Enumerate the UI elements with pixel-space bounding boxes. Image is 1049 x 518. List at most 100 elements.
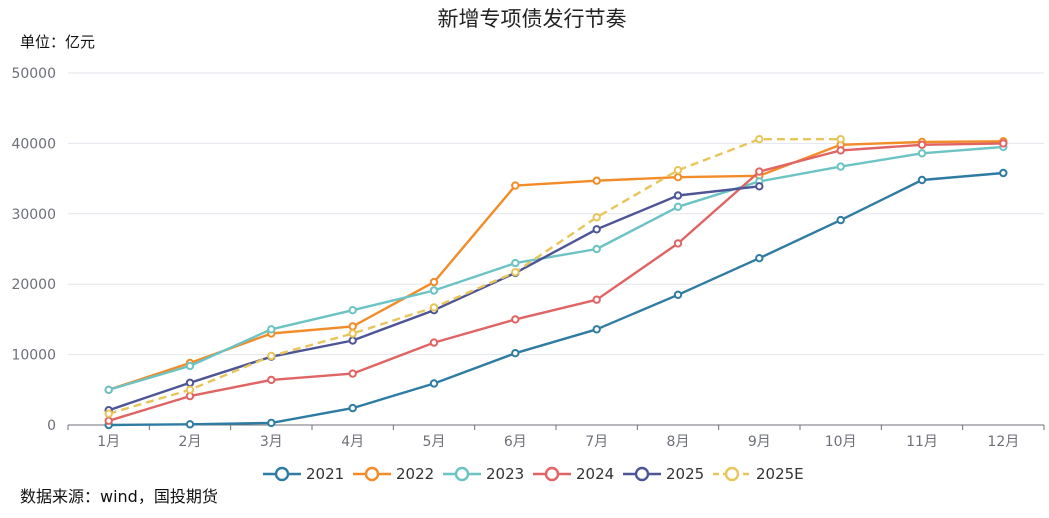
x-axis: 1月 2月 3月 4月 5月 6月 7月 8月 9月 10月 11月 12月 bbox=[67, 424, 1045, 450]
data-point-2022 bbox=[348, 322, 357, 331]
series-line-2024 bbox=[108, 142, 1004, 422]
data-point-2024 bbox=[673, 239, 683, 248]
data-point-2025E bbox=[348, 329, 357, 338]
data-point-2021 bbox=[836, 215, 845, 225]
legend-marker-icon bbox=[364, 466, 380, 482]
x-tick-label: 6月 bbox=[504, 434, 527, 450]
data-point-2022 bbox=[673, 173, 683, 182]
data-point-2025E bbox=[104, 409, 113, 418]
data-point-2025E bbox=[673, 166, 683, 175]
series-2021 bbox=[104, 168, 1008, 430]
legend-item-2021[interactable]: 2021 bbox=[263, 465, 344, 483]
series-layer bbox=[104, 135, 1008, 430]
legend-marker-icon bbox=[724, 466, 740, 482]
x-tick-label: 8月 bbox=[667, 434, 690, 450]
y-tick-label: 10000 bbox=[11, 348, 56, 364]
chart-title: 新增专项债发行节奏 bbox=[438, 7, 627, 31]
data-point-2022 bbox=[511, 181, 520, 190]
y-tick-label: 40000 bbox=[11, 136, 56, 152]
data-point-2023 bbox=[673, 202, 683, 212]
x-tick-label: 10月 bbox=[825, 434, 857, 450]
data-point-2021 bbox=[429, 379, 439, 388]
data-point-2024 bbox=[104, 416, 113, 425]
legend-marker-icon bbox=[274, 466, 290, 482]
x-tick-label: 11月 bbox=[906, 434, 938, 450]
data-point-2023 bbox=[917, 149, 927, 158]
x-tick-label: 7月 bbox=[585, 434, 608, 450]
data-point-2021 bbox=[592, 325, 601, 334]
data-point-2024 bbox=[267, 375, 276, 385]
legend-label: 2025E bbox=[756, 465, 804, 483]
data-point-2025E bbox=[429, 303, 439, 312]
data-point-2021 bbox=[999, 168, 1008, 178]
legend-marker-icon bbox=[454, 466, 470, 482]
data-point-2024 bbox=[836, 146, 845, 155]
y-axis: 0 10000 20000 30000 40000 50000 bbox=[11, 66, 56, 434]
data-point-2023 bbox=[836, 162, 845, 171]
data-point-2024 bbox=[999, 139, 1008, 148]
data-point-2021 bbox=[348, 403, 357, 413]
data-point-2023 bbox=[185, 361, 195, 371]
data-point-2025E bbox=[511, 268, 520, 277]
legend-marker-icon bbox=[634, 466, 650, 482]
x-tick-label: 3月 bbox=[260, 434, 283, 450]
legend-label: 2021 bbox=[306, 465, 344, 483]
data-point-2022 bbox=[429, 277, 439, 287]
y-tick-label: 20000 bbox=[11, 277, 56, 293]
series-line-2025E bbox=[108, 137, 841, 415]
data-point-2023 bbox=[104, 385, 113, 394]
data-point-2025 bbox=[592, 225, 601, 234]
series-2025 bbox=[104, 182, 764, 415]
legend-marker-icon bbox=[544, 466, 560, 482]
legend-label: 2024 bbox=[576, 465, 614, 483]
data-point-2021 bbox=[511, 349, 520, 358]
data-point-2023 bbox=[592, 244, 601, 254]
legend-label: 2023 bbox=[486, 465, 524, 483]
data-point-2024 bbox=[511, 315, 520, 324]
y-tick-label: 30000 bbox=[11, 207, 56, 223]
grid-layer bbox=[68, 72, 1044, 356]
legend-item-2024[interactable]: 2024 bbox=[533, 465, 614, 483]
x-tick-label: 4月 bbox=[341, 434, 364, 450]
data-point-2025 bbox=[673, 191, 683, 200]
data-point-2025 bbox=[348, 336, 357, 345]
data-point-2023 bbox=[348, 306, 357, 315]
y-tick-label: 50000 bbox=[11, 66, 56, 82]
data-point-2024 bbox=[755, 167, 764, 176]
legend-item-2025[interactable]: 2025 bbox=[623, 465, 704, 483]
x-tick-label: 5月 bbox=[423, 434, 446, 450]
series-2025E bbox=[104, 135, 845, 418]
data-point-2021 bbox=[267, 418, 276, 428]
data-point-2024 bbox=[917, 140, 927, 150]
data-point-2021 bbox=[917, 175, 927, 185]
x-tick-label: 2月 bbox=[179, 434, 202, 450]
data-point-2024 bbox=[348, 369, 357, 378]
data-point-2025 bbox=[185, 378, 195, 387]
data-point-2021 bbox=[755, 254, 764, 263]
data-point-2024 bbox=[592, 295, 601, 304]
legend: 2021 2022 2023 2024 2025 2025E bbox=[263, 465, 804, 483]
legend-item-2023[interactable]: 2023 bbox=[443, 465, 524, 483]
legend-label: 2022 bbox=[396, 465, 434, 483]
unit-label: 单位：亿元 bbox=[20, 33, 95, 51]
series-line-2022 bbox=[108, 140, 1004, 391]
data-point-2021 bbox=[185, 420, 195, 429]
data-point-2021 bbox=[673, 290, 683, 299]
x-tick-label: 12月 bbox=[987, 434, 1019, 450]
data-point-2023 bbox=[511, 258, 520, 268]
legend-item-2022[interactable]: 2022 bbox=[353, 465, 434, 483]
data-point-2025E bbox=[267, 351, 276, 361]
data-point-2025E bbox=[836, 135, 845, 144]
x-tick-label: 9月 bbox=[748, 434, 771, 450]
series-line-2025 bbox=[108, 185, 760, 412]
legend-item-2025E[interactable]: 2025E bbox=[713, 465, 804, 483]
data-point-2024 bbox=[429, 338, 439, 347]
data-point-2025E bbox=[755, 135, 764, 144]
data-point-2025E bbox=[185, 385, 195, 394]
x-tick-label: 1月 bbox=[97, 434, 120, 450]
series-line-2023 bbox=[108, 145, 1004, 391]
data-point-2023 bbox=[429, 286, 439, 295]
series-line-2021 bbox=[108, 171, 1004, 427]
data-point-2025 bbox=[755, 182, 764, 191]
